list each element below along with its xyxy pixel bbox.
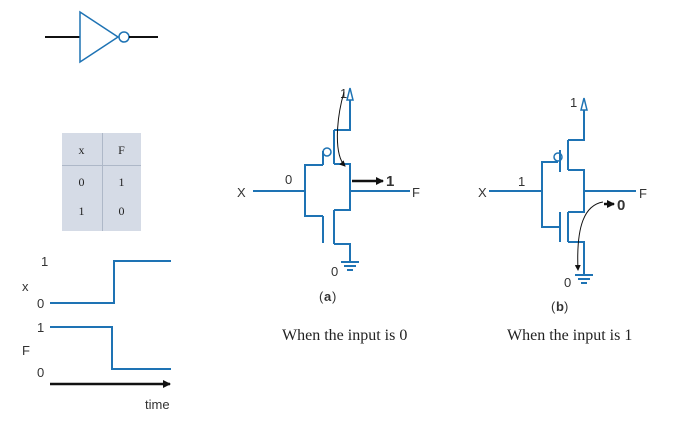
b-output-value: 0 <box>617 197 625 214</box>
b-caption-open: ( <box>551 299 556 314</box>
a-input-value: 0 <box>285 172 292 187</box>
truth-table-cell: 1 <box>78 204 85 218</box>
truth-table-cell: 0 <box>78 175 85 189</box>
a-caption-open: ( <box>319 289 324 304</box>
truth-table-cell: 1 <box>118 175 125 189</box>
timing-diagram: 1 x 0 1 F 0 time <box>22 254 171 412</box>
b-caption: b <box>556 299 564 314</box>
b-description: When the input is 1 <box>507 327 632 344</box>
f-high-label: 1 <box>37 320 44 335</box>
truth-table-cell: 0 <box>118 204 125 218</box>
a-caption: a <box>324 289 332 304</box>
b-input-value: 1 <box>518 174 525 189</box>
a-description: When the input is 0 <box>282 327 407 344</box>
x-signal-label: x <box>22 279 29 294</box>
truth-table: x F 0 1 1 0 <box>62 133 141 231</box>
f-low-label: 0 <box>37 365 44 380</box>
f-signal-label: F <box>22 343 30 358</box>
b-input-label: X <box>478 185 487 200</box>
x-low-label: 0 <box>37 296 44 311</box>
cmos-circuit-b: X 1 1 0 F 0 <box>478 95 647 344</box>
b-caption-close: ) <box>564 299 568 314</box>
time-label: time <box>145 397 170 412</box>
x-high-label: 1 <box>41 254 48 269</box>
cmos-circuit-a: X 0 1 0 F 1 <box>237 86 420 344</box>
b-output-label: F <box>639 186 647 201</box>
b-gnd-label: 0 <box>564 275 571 290</box>
a-gnd-label: 0 <box>331 264 338 279</box>
a-input-label: X <box>237 185 246 200</box>
b-vdd-label: 1 <box>570 95 577 110</box>
truth-table-header-x: x <box>78 143 85 157</box>
x-waveform <box>50 260 171 304</box>
truth-table-header-f: F <box>118 143 125 157</box>
a-caption-close: ) <box>332 289 336 304</box>
a-output-value: 1 <box>386 173 394 190</box>
a-output-label: F <box>412 185 420 200</box>
not-gate-symbol <box>45 10 158 64</box>
f-waveform <box>50 326 171 370</box>
